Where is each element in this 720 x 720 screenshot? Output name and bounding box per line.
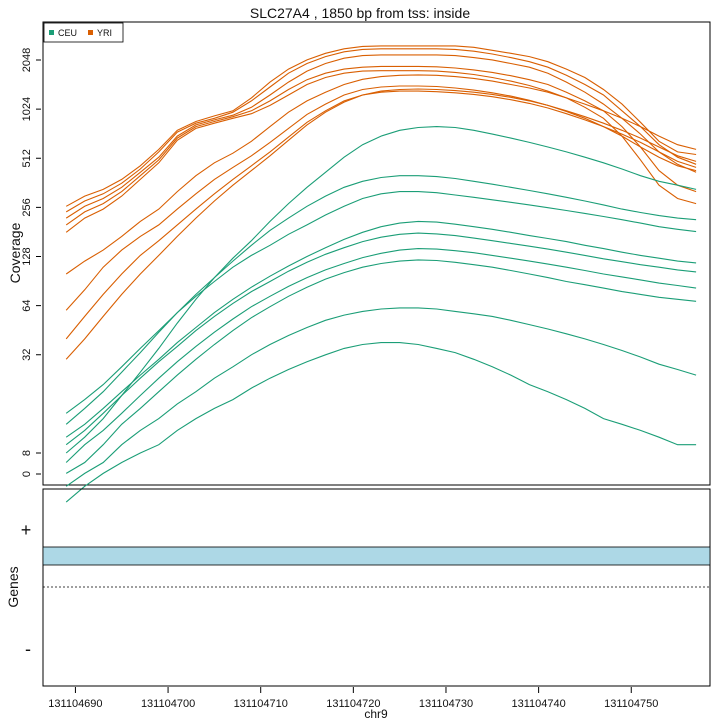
y-tick-label: 8 [21, 450, 33, 456]
legend: CEU YRI [43, 22, 124, 43]
x-tick-label: 131104700 [141, 698, 195, 710]
series-line-yri-7 [65, 90, 697, 340]
y-axis-label: Coverage [7, 222, 23, 283]
y-tick-label: 512 [21, 149, 33, 167]
y-tick-label: 64 [21, 300, 33, 312]
series-line-ceu-17 [65, 342, 697, 503]
x-axis: 131104690 131104700 131104710 131104720 1311… [48, 687, 658, 710]
series-line-yri-1 [65, 48, 697, 213]
legend-swatch-yri [88, 30, 93, 35]
series-line-ceu-13 [65, 232, 697, 446]
series-line-ceu-14 [65, 248, 697, 463]
series-line-yri-4 [65, 70, 697, 233]
series-line-ceu-16 [65, 307, 697, 487]
y-tick-label: 128 [21, 247, 33, 265]
series-line-yri-8 [65, 88, 697, 360]
coverage-lines [65, 45, 697, 503]
series-line-ceu-12 [65, 220, 697, 438]
gene-strand-bar [42, 546, 711, 566]
y-tick-label: 2048 [21, 48, 33, 72]
series-line-yri-3 [65, 65, 697, 226]
series-line-yri-2 [65, 54, 697, 219]
x-tick-label: 131104730 [419, 698, 473, 710]
genes-panel [42, 488, 711, 687]
x-tick-label: 131104740 [511, 698, 565, 710]
genes-label: Genes [5, 566, 21, 607]
legend-label-ceu: CEU [58, 28, 77, 38]
legend-box [43, 22, 124, 43]
legend-label-yri: YRI [97, 28, 112, 38]
y-tick-label: 0 [21, 471, 33, 477]
y-tick-label: 1024 [21, 97, 33, 121]
minus-strand-label: - [25, 639, 31, 659]
y-tick-label: 32 [21, 349, 33, 361]
y-tick-label: 256 [21, 198, 33, 216]
series-line-ceu-9 [65, 126, 697, 454]
chart-title: SLC27A4 , 1850 bp from tss: inside [250, 5, 470, 21]
series-line-yri-0 [65, 45, 697, 207]
x-tick-label: 131104690 [48, 698, 102, 710]
coverage-panel [42, 21, 711, 486]
legend-swatch-ceu [49, 30, 54, 35]
series-line-ceu-15 [65, 259, 697, 474]
series-line-ceu-11 [65, 191, 697, 414]
y-axis: 0 8 32 64 128 256 512 1024 2048 [21, 48, 41, 477]
x-tick-label: 131104710 [234, 698, 288, 710]
x-tick-label: 131104720 [326, 698, 380, 710]
series-line-ceu-10 [65, 175, 697, 425]
series-line-yri-5 [65, 74, 697, 275]
x-axis-label: chr9 [364, 707, 388, 720]
series-line-yri-6 [65, 85, 697, 311]
x-tick-label: 131104750 [604, 698, 658, 710]
plus-strand-label: + [21, 520, 32, 540]
